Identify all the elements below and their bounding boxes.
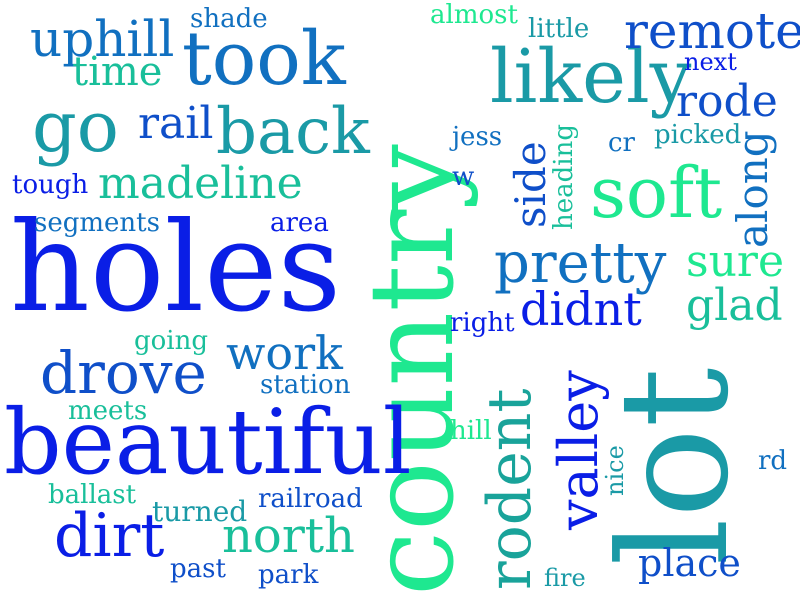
word-rd: rd [758, 446, 788, 476]
word-pretty: pretty [494, 231, 667, 296]
word-jess: jess [452, 122, 503, 152]
word-madeline: madeline [98, 158, 303, 209]
word-turned: turned [152, 495, 248, 528]
word-nice: nice [601, 445, 629, 496]
word-drove: drove [40, 339, 207, 407]
word-beautiful: beautiful [4, 390, 412, 495]
word-picked: picked [654, 120, 742, 150]
word-rail: rail [138, 98, 214, 149]
word-segments: segments [34, 208, 160, 238]
word-rode: rode [676, 76, 778, 127]
word-sure: sure [686, 236, 784, 287]
word-work: work [226, 326, 343, 380]
word-ballast: ballast [48, 480, 137, 510]
word-north: north [222, 508, 355, 564]
word-station: station [260, 370, 351, 400]
word-park: park [258, 560, 319, 590]
word-didnt: didnt [520, 282, 642, 336]
word-almost: almost [430, 0, 518, 30]
word-holes: holes [10, 196, 342, 340]
word-remote: remote [624, 2, 800, 60]
word-place: place [638, 541, 741, 585]
word-tough: tough [12, 170, 89, 200]
word-time: time [72, 49, 163, 95]
word-valley: valley [547, 370, 610, 530]
word-hill: hill [450, 416, 492, 446]
word-meets: meets [68, 396, 148, 426]
word-shade: shade [190, 4, 268, 34]
word-right: right [450, 308, 515, 338]
word-side: side [506, 141, 555, 228]
word-back: back [216, 95, 370, 169]
word-little: little [528, 14, 590, 44]
word-glad: glad [686, 280, 783, 331]
word-past: past [170, 554, 226, 584]
word-soft: soft [590, 152, 723, 234]
word-cr: cr [608, 128, 635, 158]
word-uphill: uphill [30, 10, 175, 68]
word-fire: fire [544, 564, 586, 592]
word-go: go [32, 86, 119, 168]
word-w: w [452, 162, 475, 192]
word-country: country [345, 144, 480, 596]
word-next: next [684, 48, 737, 76]
word-likely: likely [490, 34, 692, 120]
word-area: area [270, 208, 329, 238]
word-took: took [182, 16, 346, 102]
word-going: going [134, 326, 209, 356]
word-railroad: railroad [258, 484, 363, 514]
word-dirt: dirt [54, 501, 165, 571]
word-heading: heading [549, 124, 579, 230]
